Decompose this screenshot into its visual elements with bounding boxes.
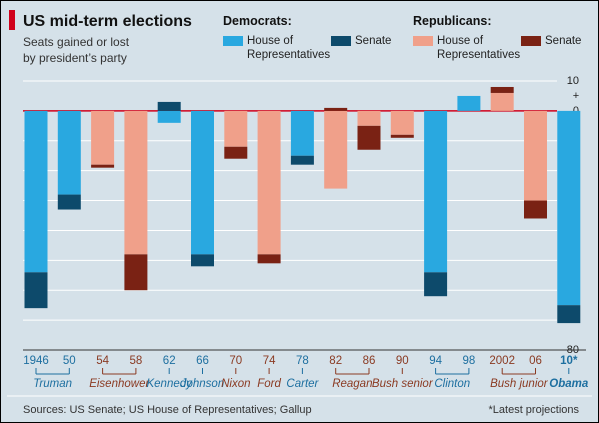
legend-label: House of Representatives [437,35,521,61]
x-tick-label: 98 [463,355,476,367]
chart-title: US mid-term elections [23,13,192,30]
president-label: Kennedy [146,378,193,390]
president-label: Johnson [180,378,224,390]
bar [124,254,148,291]
bar [324,110,348,189]
x-tick-label: 90 [396,355,409,367]
source: Sources: US Senate; US House of Represen… [23,404,312,416]
bar [390,134,414,138]
bar [224,146,248,159]
x-tick-label: 82 [329,355,342,367]
bar [157,101,181,111]
x-tick-label: 10* [560,355,578,367]
title-marker [9,10,15,30]
legend-swatch [223,36,243,46]
bar [257,254,281,264]
y-tick-label: 0 [573,105,579,117]
note: *Latest projections [489,404,580,416]
president-label: Bush senior [372,378,434,390]
x-tick-label: 78 [296,355,309,367]
bar [57,194,81,210]
bar [457,95,481,111]
bar [557,110,581,306]
bar [424,110,448,273]
bar [357,110,381,126]
x-tick-label: 50 [63,355,76,367]
bar [490,92,514,111]
bar [524,200,547,219]
legend-label: Senate [545,35,582,47]
president-label: Eisenhower [89,378,150,390]
bar [57,110,81,195]
legend-label: House of Representatives [247,35,331,61]
bar [191,110,214,255]
president-label: Reagan [332,378,372,390]
x-tick-label: 74 [263,355,276,367]
x-tick-label: 58 [130,355,143,367]
legend-group: Democrats: [223,14,292,28]
bar [290,110,314,156]
president-label: Obama [549,378,589,390]
bar [424,272,448,297]
bar [357,125,381,150]
legend-swatch [413,36,433,46]
x-tick-label: 54 [96,355,109,367]
x-tick-label: 06 [529,355,542,367]
president-label: Ford [257,378,281,390]
subtitle: Seats gained or lost [23,35,130,49]
president-label: Truman [33,378,72,390]
bar [224,110,248,147]
bar [390,110,414,135]
bar [24,110,48,273]
bar [91,110,115,165]
y-tick-label: 10 [567,75,579,87]
bar [157,110,181,123]
bar [290,155,314,165]
legend-label: Senate [355,35,392,47]
legend-swatch [331,36,351,46]
bar [191,254,214,267]
bar [524,110,547,201]
bar [257,110,281,255]
president-label: Carter [286,378,319,390]
x-tick-label: 2002 [489,355,515,367]
x-tick-label: 62 [163,355,176,367]
x-tick-label: 86 [363,355,376,367]
x-tick-label: 1946 [23,355,49,367]
legend-group: Republicans: [413,14,492,28]
x-tick-label: 70 [229,355,242,367]
axis-sign: + [573,90,579,102]
president-label: Bush junior [490,378,549,390]
x-tick-label: 66 [196,355,209,367]
bar [24,272,48,309]
bar [91,164,115,168]
legend-swatch [521,36,541,46]
bar [557,305,581,324]
bar [490,86,514,93]
president-label: Clinton [434,378,470,390]
bar [124,110,148,255]
subtitle: by president’s party [23,51,127,65]
president-label: Nixon [221,378,250,390]
bar [324,107,348,111]
x-tick-label: 94 [429,355,442,367]
